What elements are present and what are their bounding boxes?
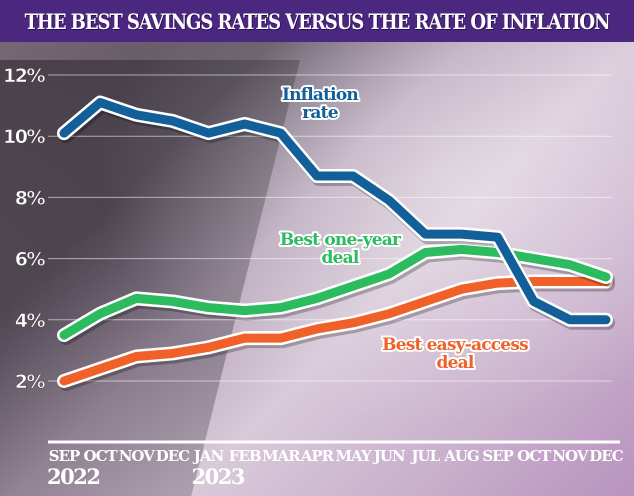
series-label: deal [437, 353, 475, 373]
series-label: Best one-year [280, 230, 402, 250]
series-label: rate [302, 103, 338, 123]
x-tick-label: APR [300, 447, 335, 465]
x-tick-label: MAY [335, 447, 371, 465]
series-label: deal [322, 248, 360, 268]
x-tick-label: AUG [443, 447, 479, 465]
x-axis: SEP OCT NOV DEC JAN FEB MAR APR MAY JUN JUL AUG SEP O… [47, 447, 625, 489]
x-tick-label: SEP [482, 447, 513, 465]
x-tick-label: JAN [192, 447, 225, 465]
x-tick-label: DEC [156, 447, 190, 465]
y-tick-label: 8% [15, 187, 46, 209]
x-tick-label: DEC [589, 447, 623, 465]
x-tick-label: SEP [49, 447, 80, 465]
x-tick-label: NOV [119, 447, 156, 465]
series-lines [57, 95, 615, 391]
x-tick-label: MAR [262, 447, 301, 465]
y-tick-label: 10% [3, 126, 45, 148]
inflation-rate-line [59, 98, 611, 325]
x-tick-label: OCT [517, 447, 552, 465]
x-tick-label: JUL [409, 447, 440, 465]
x-tick-label: FEB [229, 447, 261, 465]
y-tick-label: 2% [15, 371, 46, 393]
year-label: 2023 [192, 464, 245, 489]
x-tick-label: NOV [552, 447, 589, 465]
x-tick-label: JUN [372, 447, 406, 465]
y-tick-label: 4% [15, 310, 46, 332]
chart-title: THE BEST SAVINGS RATES VERSUS THE RATE O… [24, 8, 611, 34]
x-tick-label: OCT [84, 447, 119, 465]
y-tick-label: 12% [3, 65, 45, 87]
series-label: Inflation [282, 85, 358, 105]
title-bar: THE BEST SAVINGS RATES VERSUS THE RATE O… [0, 0, 634, 42]
year-label: 2022 [47, 464, 99, 489]
y-tick-label: 6% [15, 249, 46, 271]
y-axis: 2% 4% 6% 8% 10% 12% [3, 65, 48, 394]
series-label: Best easy-access [382, 335, 528, 355]
